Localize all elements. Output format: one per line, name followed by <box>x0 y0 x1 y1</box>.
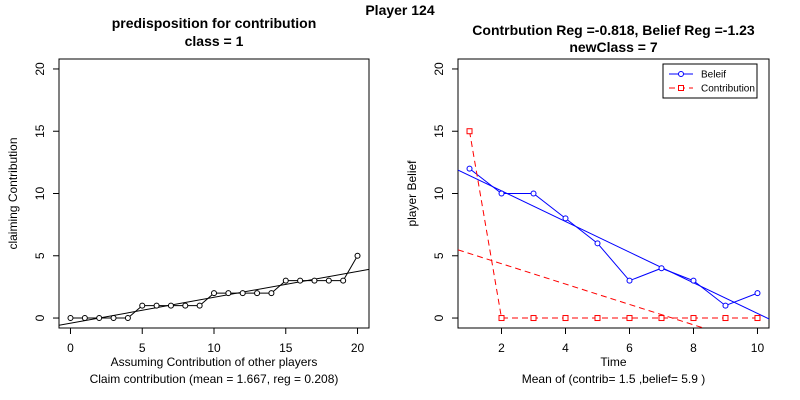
x-tick-label: 4 <box>562 341 569 355</box>
x-tick-label: 6 <box>626 341 633 355</box>
x-tick-label: 2 <box>498 341 505 355</box>
data-point <box>81 315 88 322</box>
data-point <box>466 128 473 135</box>
data-point <box>196 302 203 309</box>
x-tick-label: 15 <box>279 341 293 355</box>
legend-label: Beleif <box>701 70 726 81</box>
y-tick-label: 5 <box>33 252 47 259</box>
y-tick-label: 10 <box>432 187 446 201</box>
data-point <box>722 315 729 322</box>
data-point <box>690 315 697 322</box>
data-point <box>167 302 174 309</box>
data-point <box>690 277 697 284</box>
chart-title: Contrbution Reg =-0.818, Belief Reg =-1.… <box>472 22 755 38</box>
data-point <box>626 315 633 322</box>
legend-marker <box>678 85 684 91</box>
data-point <box>325 277 332 284</box>
regression-line <box>59 268 369 326</box>
x-axis-label: Time <box>600 355 627 369</box>
y-axis-label: player Belief <box>405 160 419 227</box>
y-axis-label: claiming Contribution <box>6 137 20 249</box>
data-point <box>110 315 117 322</box>
y-tick-label: 0 <box>33 314 47 321</box>
data-point <box>153 302 160 309</box>
data-point <box>211 290 217 297</box>
data-point <box>225 290 232 297</box>
data-point <box>722 302 729 309</box>
right-chart-panel: Contrbution Reg =-0.818, Belief Reg =-1.… <box>405 22 770 386</box>
data-point <box>311 277 318 284</box>
left-chart-panel: predisposition for contribution class = 1… <box>6 15 370 386</box>
data-point <box>96 315 103 322</box>
series-line <box>469 168 758 307</box>
legend-box <box>662 63 758 99</box>
data-point <box>340 277 347 284</box>
data-point <box>139 302 146 309</box>
data-point <box>658 265 665 272</box>
data-point <box>254 290 261 297</box>
data-point <box>754 290 761 297</box>
data-point <box>530 190 537 197</box>
data-point <box>754 315 761 322</box>
data-point <box>268 290 275 297</box>
y-tick-label: 5 <box>432 252 446 259</box>
data-point <box>498 315 505 322</box>
legend-marker <box>678 71 684 77</box>
data-point <box>282 277 289 284</box>
series-line <box>469 131 758 319</box>
data-point <box>530 315 537 322</box>
plot-frame <box>58 58 370 329</box>
data-point <box>182 302 189 309</box>
x-tick-label: 0 <box>67 341 74 355</box>
data-point <box>562 215 569 222</box>
legend: Beleif Contribution <box>662 63 758 99</box>
regression-line <box>458 169 769 320</box>
x-tick-label: 10 <box>207 341 221 355</box>
chart-subtitle: class = 1 <box>185 33 244 49</box>
chart-subtitle: newClass = 7 <box>569 39 658 55</box>
y-tick-label: 20 <box>33 62 47 76</box>
data-point <box>594 315 601 322</box>
chart-title: predisposition for contribution <box>112 15 317 31</box>
x-tick-label: 8 <box>690 341 697 355</box>
regression-line <box>458 249 706 328</box>
data-point <box>354 252 361 259</box>
data-point <box>658 315 665 322</box>
x-tick-label: 10 <box>751 341 765 355</box>
data-point <box>297 277 304 284</box>
y-tick-label: 15 <box>33 124 47 138</box>
y-tick-label: 15 <box>432 124 446 138</box>
data-point <box>498 190 505 197</box>
x-tick-label: 5 <box>139 341 146 355</box>
y-tick-label: 0 <box>432 314 446 321</box>
x-tick-label: 20 <box>351 341 365 355</box>
data-point <box>626 277 633 284</box>
x-axis-sublabel: Claim contribution (mean = 1.667, reg = … <box>90 372 339 386</box>
data-point <box>67 315 74 322</box>
figure-title: Player 124 <box>365 2 434 18</box>
x-axis-label: Assuming Contribution of other players <box>111 355 318 369</box>
y-tick-label: 10 <box>33 187 47 201</box>
legend-label: Contribution <box>701 84 755 95</box>
data-point <box>124 315 131 322</box>
data-point <box>466 165 473 172</box>
y-tick-label: 20 <box>432 62 446 76</box>
data-point <box>239 290 246 297</box>
data-point <box>562 315 569 322</box>
x-axis-sublabel: Mean of (contrib= 1.5 ,belief= 5.9 ) <box>522 372 705 386</box>
series-line <box>70 255 358 319</box>
data-point <box>594 240 601 247</box>
